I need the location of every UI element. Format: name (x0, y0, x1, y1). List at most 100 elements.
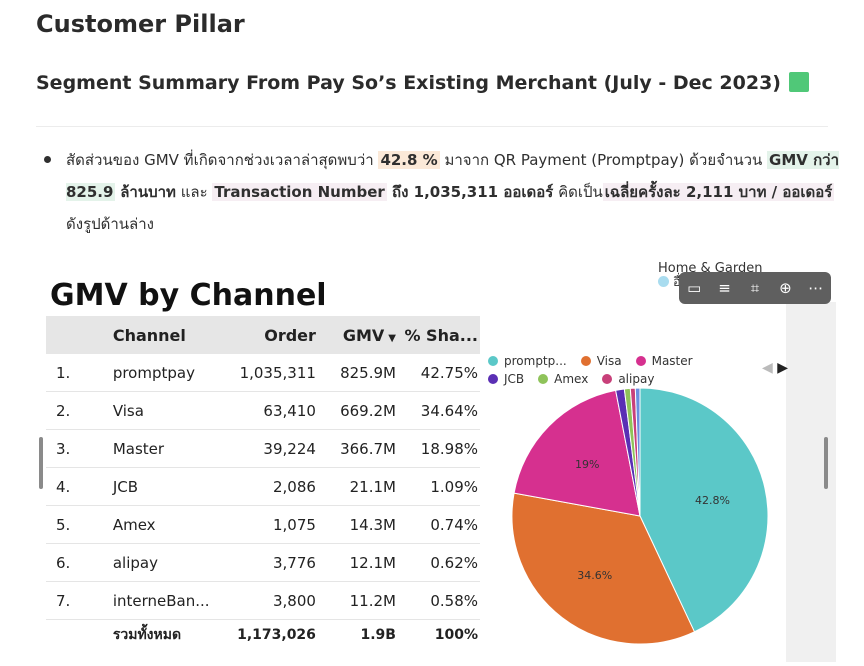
legend-label: JCB (504, 372, 525, 386)
channel-table: Channel Order GMV ▼ % Sha... 1. promptpay 1… (46, 316, 480, 650)
bullet-text[interactable]: สัดส่วนของ GMV ที่เกิดจากช่วงเวลาล่าสุดพ… (66, 144, 844, 240)
row-number: 5. (56, 515, 71, 534)
scroll-area (786, 302, 836, 662)
legend-pager[interactable]: ◀ ▶ (762, 360, 788, 376)
row-gmv: 11.2M (349, 591, 396, 610)
table-row[interactable]: 6. alipay 3,776 12.1M 0.62% (46, 544, 480, 582)
row-share: 1.09% (430, 477, 478, 496)
crop-icon[interactable]: ⌗ (750, 279, 760, 297)
row-number: 3. (56, 439, 71, 458)
col-order[interactable]: Order (264, 325, 316, 345)
legend-next-icon[interactable]: ▶ (777, 360, 789, 376)
col-share[interactable]: % Sha... (404, 325, 478, 345)
legend-dot-icon (538, 374, 549, 384)
row-channel: Amex (112, 515, 156, 534)
legend-prev-icon[interactable]: ◀ (762, 360, 773, 376)
comment-icon[interactable]: ▭ (687, 279, 702, 297)
page-title: Customer Pillar (36, 10, 245, 38)
legend-label: Visa (596, 354, 622, 368)
legend-item[interactable]: Master (635, 354, 693, 368)
pie-slice-promptpay[interactable] (639, 387, 769, 633)
check-mark-icon (789, 72, 809, 92)
row-channel: alipay (112, 553, 158, 572)
row-number: 4. (56, 477, 71, 496)
bullet-text-part: ล้านบาท (120, 183, 176, 201)
download-icon[interactable]: ⊕ (779, 279, 792, 297)
pie-data-label: 19% (575, 458, 599, 471)
table-row[interactable]: 4. JCB 2,086 21.1M 1.09% (46, 468, 480, 506)
row-share: 0.62% (430, 553, 478, 572)
table-row[interactable]: 2. Visa 63,410 669.2M 34.64% (46, 392, 480, 430)
row-channel: Master (112, 439, 165, 458)
legend-dot-icon (488, 356, 498, 366)
more-icon[interactable]: ⋯ (808, 279, 824, 297)
row-number: 2. (56, 401, 71, 420)
row-order: 1,075 (272, 515, 316, 534)
table-row[interactable]: 3. Master 39,224 366.7M 18.98% (46, 430, 480, 468)
pie-legend: promptp... Visa Master JCB Amex alipay (488, 352, 707, 388)
embedded-image[interactable]: Home & Garden อื่นๆ GMV by Channel Chann… (36, 262, 836, 662)
table-row[interactable]: 1. promptpay 1,035,311 825.9M 42.75% (46, 354, 480, 392)
row-order: 1,035,311 (239, 363, 316, 382)
total-label: รวมทั้งหมด (112, 627, 182, 643)
legend-item[interactable]: JCB (488, 372, 524, 386)
row-channel: promptpay (112, 363, 195, 382)
pie-slice-visa[interactable] (511, 492, 696, 645)
legend-label: alipay (618, 372, 655, 386)
row-share: 0.74% (430, 515, 478, 534)
col-gmv[interactable]: GMV ▼ (316, 326, 396, 345)
row-share: 34.64% (420, 401, 478, 420)
row-gmv: 12.1M (349, 553, 396, 572)
legend-item[interactable]: promptp... (488, 354, 567, 368)
highlight-share: 42.8 % (378, 151, 440, 169)
legend-dot-icon (488, 374, 498, 384)
row-channel: Visa (112, 401, 144, 420)
row-order: 3,776 (272, 553, 316, 572)
row-gmv: 825.9M (340, 363, 396, 382)
legend-item[interactable]: alipay (602, 372, 654, 386)
row-gmv: 21.1M (349, 477, 396, 496)
gmv-title: GMV by Channel (50, 278, 327, 313)
row-channel: interneBan... (112, 591, 210, 610)
row-number: 7. (56, 591, 71, 610)
row-share: 42.75% (420, 363, 478, 382)
legend-label: Master (651, 354, 693, 368)
pie-slice-interneban[interactable] (634, 387, 641, 517)
row-gmv: 669.2M (340, 401, 396, 420)
table-row[interactable]: 7. interneBan... 3,800 11.2M 0.58% (46, 582, 480, 620)
divider (36, 126, 828, 127)
total-share: 100% (434, 627, 478, 643)
total-gmv: 1.9B (360, 627, 396, 643)
legend-dot-icon (635, 356, 646, 366)
legend-dot-icon (658, 276, 669, 287)
pie-chart: 42.8% 34.6% 19% (511, 387, 769, 645)
caption-icon[interactable]: ≡ (718, 279, 731, 297)
row-order: 39,224 (263, 439, 316, 458)
bullet-text-part: ถึง 1,035,311 ออเดอร์ (386, 183, 554, 201)
pie-data-label: 34.6% (577, 569, 612, 582)
row-number: 1. (56, 363, 71, 382)
scrollbar-thumb[interactable] (824, 437, 828, 489)
table-scrollbar[interactable] (39, 437, 43, 489)
row-share: 0.58% (430, 591, 478, 610)
total-order: 1,173,026 (237, 627, 316, 643)
section-heading-text: Segment Summary From Pay So’s Existing M… (36, 72, 781, 94)
bullet-text-part: ดังรูปด้านล่าง (66, 215, 155, 233)
legend-item[interactable]: Amex (538, 372, 588, 386)
legend-item[interactable]: Visa (580, 354, 622, 368)
image-toolbar: ▭ ≡ ⌗ ⊕ ⋯ (679, 272, 831, 304)
bullet-text-part: คิดเป็น (553, 183, 603, 201)
table-row[interactable]: 5. Amex 1,075 14.3M 0.74% (46, 506, 480, 544)
row-number: 6. (56, 553, 71, 572)
legend-dot-icon (602, 374, 613, 384)
bullet-text-part: และ (175, 183, 213, 201)
row-share: 18.98% (420, 439, 478, 458)
pie-data-label: 42.8% (695, 494, 730, 507)
sort-desc-icon: ▼ (388, 332, 396, 344)
total-row: รวมทั้งหมด 1,173,026 1.9B 100% (46, 620, 480, 650)
highlight-transaction: Transaction Number (212, 183, 387, 201)
row-channel: JCB (112, 477, 139, 496)
pie-slice-master[interactable] (513, 389, 641, 517)
col-channel[interactable]: Channel (112, 325, 186, 345)
col-gmv-label: GMV (342, 325, 385, 345)
